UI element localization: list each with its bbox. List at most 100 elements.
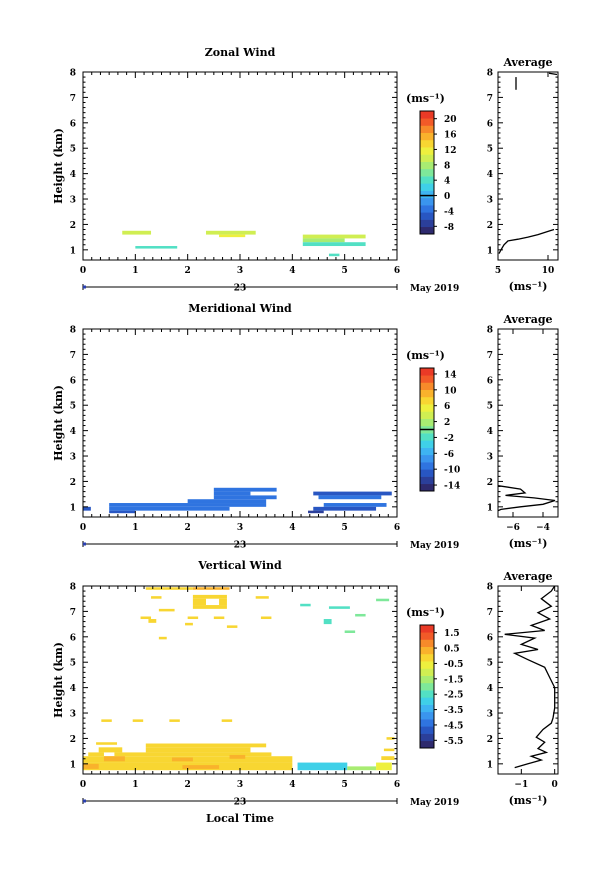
heatmap-cell [318,495,382,500]
average-axes-frame [497,71,559,261]
heatmap-cell [185,622,193,626]
heatmap-cell [145,587,193,590]
avg-y-tick-label: 7 [487,351,493,361]
heatmap-cell [213,487,277,492]
colorbar-frame [419,110,435,235]
colorbar-unit: (ms⁻¹) [406,349,445,362]
day-axis-marker [83,542,86,546]
colorbar-tick-label: 6 [444,402,450,412]
colorbar-tick-label: -2 [444,434,454,444]
colorbar-tick-label: -2.5 [444,691,463,701]
x-tick-label: 5 [342,266,348,276]
colorbar-tick-label: -0.5 [444,660,463,670]
day-label: 23 [234,541,247,551]
y-axis-label: Height (km) [52,128,65,204]
x-tick-label: 3 [237,266,243,276]
y-tick-label: 2 [70,221,76,231]
colorbar-tick-label: -5.5 [444,737,463,747]
x-tick-label: 1 [132,266,138,276]
heatmap-cell [226,625,238,628]
heatmap-cell [213,491,251,496]
colorbar-swatch [420,404,434,412]
x-tick-label: 3 [237,523,243,533]
colorbar-swatch [420,190,434,199]
colorbar-swatch [420,411,434,419]
average-unit: (ms⁻¹) [509,280,548,293]
colorbar-swatch [420,368,434,376]
avg-y-tick-label: 4 [487,170,493,180]
x-tick-label: 2 [185,266,191,276]
heatmap-cell [145,747,251,753]
avg-y-tick-label: 7 [487,608,493,618]
x-tick-label: 1 [132,780,138,790]
average-profile-segment [548,72,558,76]
y-tick-label: 1 [70,760,76,770]
colorbar-swatch [420,440,434,448]
y-tick-label: 3 [70,453,76,463]
day-axis-marker [83,799,86,803]
heatmap-cell [355,613,366,617]
heatmap-cell [169,719,180,722]
colorbar-tick-label: -8 [444,223,454,233]
average-profile-line [498,228,555,254]
colorbar-tick-label: 2 [444,418,450,428]
colorbar-swatch [420,375,434,383]
heatmap-cell [192,587,230,590]
avg-x-tick-label: −6 [506,523,520,533]
heatmap-cell [187,616,199,620]
colorbar-swatch [420,690,434,698]
avg-y-tick-label: 1 [487,246,493,256]
avg-y-tick-label: 8 [487,69,493,79]
colorbar-swatch [420,447,434,456]
heatmap-cell [109,510,136,514]
y-tick-label: 5 [70,659,76,669]
avg-y-tick-label: 5 [487,402,493,412]
colorbar-swatch [420,697,434,705]
heatmap-cell [313,491,392,496]
colorbar-tick-label: 8 [444,161,450,171]
heatmap-cell [381,756,395,761]
colorbar-swatch [420,733,434,742]
colorbar-tick-label: 20 [444,115,457,125]
avg-y-tick-label: 8 [487,583,493,593]
average-profile-line [504,586,556,769]
colorbar-swatch [420,711,434,720]
colorbar-tick-label: 10 [444,386,457,396]
colorbar-swatch [420,396,434,405]
heatmap-cell [376,598,390,602]
heatmap-cell [344,630,356,633]
colorbar-swatch [420,639,434,648]
colorbar-swatch [420,183,434,191]
colorbar-tick-label: -3.5 [444,706,463,716]
y-tick-label: 3 [70,710,76,720]
y-tick-label: 4 [70,170,76,180]
x-tick-label: 3 [237,780,243,790]
x-tick-label: 6 [394,780,400,790]
x-axis-label: Local Time [206,812,274,825]
date-label: May 2019 [410,798,459,808]
colorbar-swatch [420,139,434,148]
colorbar-tick-label: 14 [444,370,457,380]
avg-y-tick-label: 7 [487,94,493,104]
heatmap-cell [151,596,162,599]
avg-y-tick-label: 2 [487,221,493,231]
heatmap-cell [140,616,152,620]
heatmap-cell [182,765,220,769]
colorbar-tick-label: -10 [444,466,460,476]
heatmap-cell [323,503,387,507]
average-unit: (ms⁻¹) [509,794,548,807]
colorbar-swatch [420,469,434,477]
colorbar-tick-label: 16 [444,131,457,141]
colorbar-swatch [420,719,434,727]
average-title: Average [502,56,552,69]
heatmap-cell [376,762,392,771]
colorbar-swatch [420,483,434,492]
y-tick-label: 1 [70,503,76,513]
colorbar-swatch [420,168,434,177]
heatmap-cell [187,499,267,504]
day-label: 23 [234,284,247,294]
colorbar-tick-label: -4 [444,207,454,217]
avg-x-tick-label: −1 [514,780,528,790]
heatmap-cell [114,752,272,757]
colorbar-swatch [420,704,434,713]
